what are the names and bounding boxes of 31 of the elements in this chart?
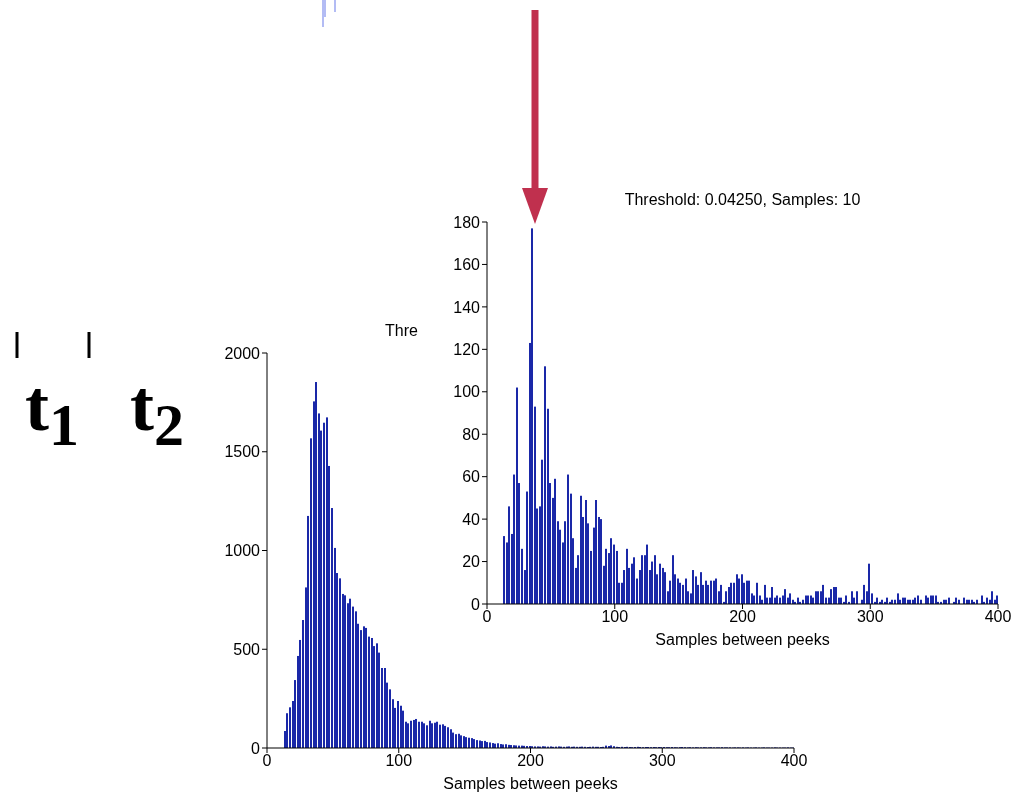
y-tick-label: 60: [462, 468, 481, 486]
x-tick-label: 0: [482, 608, 492, 626]
text: t$_{2}$: [130, 366, 184, 459]
x-tick-label: 300: [648, 752, 676, 770]
y-tick-label: 40: [462, 510, 481, 528]
y-tick-label: 2000: [224, 344, 261, 362]
y-tick-label: 20: [462, 553, 481, 571]
y-tick-label: 80: [462, 425, 481, 443]
y-tick-label: 140: [453, 298, 481, 316]
x-tick-label: 100: [601, 608, 629, 626]
y-tick-label: 0: [251, 739, 261, 757]
x-axis-title: Samples between peeks: [654, 631, 831, 649]
x-tick-label: 0: [262, 752, 272, 770]
chart-title: Threshold: 0.04250, Samples: 10: [623, 191, 862, 209]
x-tick-label: 400: [780, 752, 808, 770]
chart-title: Thre: [385, 322, 418, 340]
text: t$_{1}$: [25, 366, 79, 459]
y-tick-label: 1500: [224, 443, 261, 461]
x-axis-title: Samples between peeks: [442, 775, 619, 793]
y-tick-label: 160: [453, 256, 481, 274]
y-tick-label: 120: [453, 341, 481, 359]
x-tick-label: 200: [517, 752, 544, 770]
y-tick-label: 180: [453, 213, 481, 231]
y-tick-label: 1000: [224, 542, 261, 560]
y-tick-label: 500: [233, 640, 261, 658]
x-tick-label: 100: [385, 752, 413, 770]
y-tick-label: 100: [453, 383, 481, 401]
x-tick-label: 300: [856, 608, 884, 626]
x-tick-label: 400: [984, 608, 1012, 626]
y-tick-label: 0: [471, 595, 481, 613]
x-tick-label: 200: [729, 608, 756, 626]
